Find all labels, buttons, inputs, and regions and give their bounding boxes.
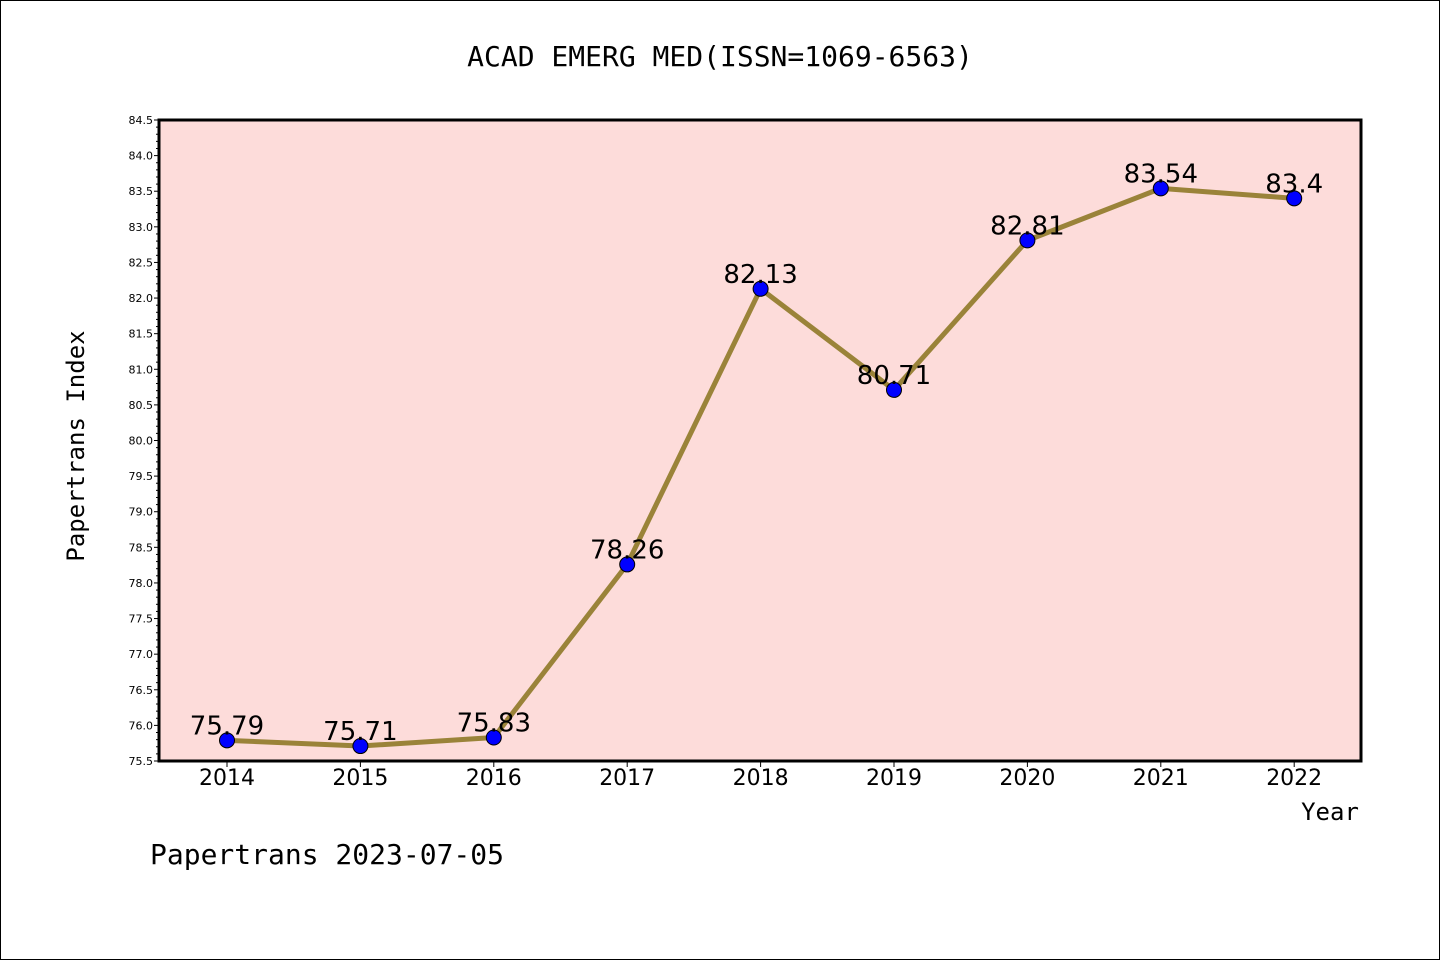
data-point (752, 280, 769, 297)
y-tick-label: 80.5 (129, 399, 154, 412)
data-label: 78.26 (590, 535, 664, 565)
data-point (219, 732, 235, 749)
y-tick-label: 77.0 (129, 648, 154, 661)
data-point (1152, 180, 1169, 197)
data-point (1286, 190, 1303, 207)
x-axis-title: Year (1301, 798, 1359, 826)
plot-area (157, 118, 1363, 763)
y-tick-label: 84.5 (129, 114, 154, 127)
y-tick-label: 76.0 (129, 719, 154, 732)
data-label: 75.79 (190, 711, 264, 741)
data-label: 80.71 (857, 361, 931, 391)
y-tick-label: 81.0 (129, 363, 154, 376)
x-tick-label: 2016 (466, 766, 522, 791)
data-label: 75.71 (323, 717, 397, 747)
data-point (886, 381, 902, 398)
data-point (1019, 232, 1036, 249)
x-tick-label: 2015 (332, 766, 388, 791)
y-tick-label: 83.0 (129, 221, 154, 234)
chart-title: ACAD EMERG MED(ISSN=1069-6563) (467, 40, 973, 73)
x-axis: 2014 2015 2016 2017 2018 2019 2020 2021 2022 (199, 761, 1322, 791)
x-tick-label: 2018 (733, 766, 789, 791)
y-tick-label: 82.5 (129, 256, 154, 269)
data-label: 82.81 (990, 211, 1064, 241)
x-tick-label: 2021 (1133, 766, 1189, 791)
y-tick-label: 76.5 (129, 684, 154, 697)
y-tick-label: 75.5 (129, 755, 154, 768)
data-point (619, 556, 636, 573)
data-label: 82.13 (723, 260, 797, 290)
data-label: 75.83 (457, 708, 531, 738)
y-axis: 75.5 76.0 76.5 77.0 77.5 78.0 78.5 79.0 79.5 80.0… (129, 114, 159, 768)
y-tick-label: 82.0 (129, 292, 154, 305)
x-tick-label: 2020 (999, 766, 1055, 791)
y-tick-label: 83.5 (129, 185, 154, 198)
y-tick-label: 77.5 (129, 613, 154, 626)
y-tick-label: 80.0 (129, 435, 154, 448)
y-tick-label: 78.5 (129, 541, 154, 554)
data-label-layer: 75.79 75.71 75.83 78.26 82.13 80.71 82.81 83.54… (190, 159, 1323, 747)
x-tick-label: 2017 (599, 766, 655, 791)
data-point (485, 729, 502, 746)
data-label: 83.4 (1265, 169, 1323, 199)
y-tick-label: 81.5 (129, 328, 154, 341)
y-tick-label: 84.0 (129, 150, 154, 163)
y-axis-title: Papertrans Index (62, 330, 90, 561)
footer-text: Papertrans 2023-07-05 (150, 838, 504, 871)
data-point (352, 738, 369, 755)
data-label: 83.54 (1124, 159, 1198, 189)
y-tick-label: 78.0 (129, 577, 154, 590)
series-layer (219, 180, 1303, 755)
y-tick-label: 79.5 (129, 470, 154, 483)
x-tick-label: 2014 (199, 766, 255, 791)
y-tick-label: 79.0 (129, 506, 154, 519)
x-tick-label: 2019 (866, 766, 922, 791)
x-tick-label: 2022 (1266, 766, 1322, 791)
